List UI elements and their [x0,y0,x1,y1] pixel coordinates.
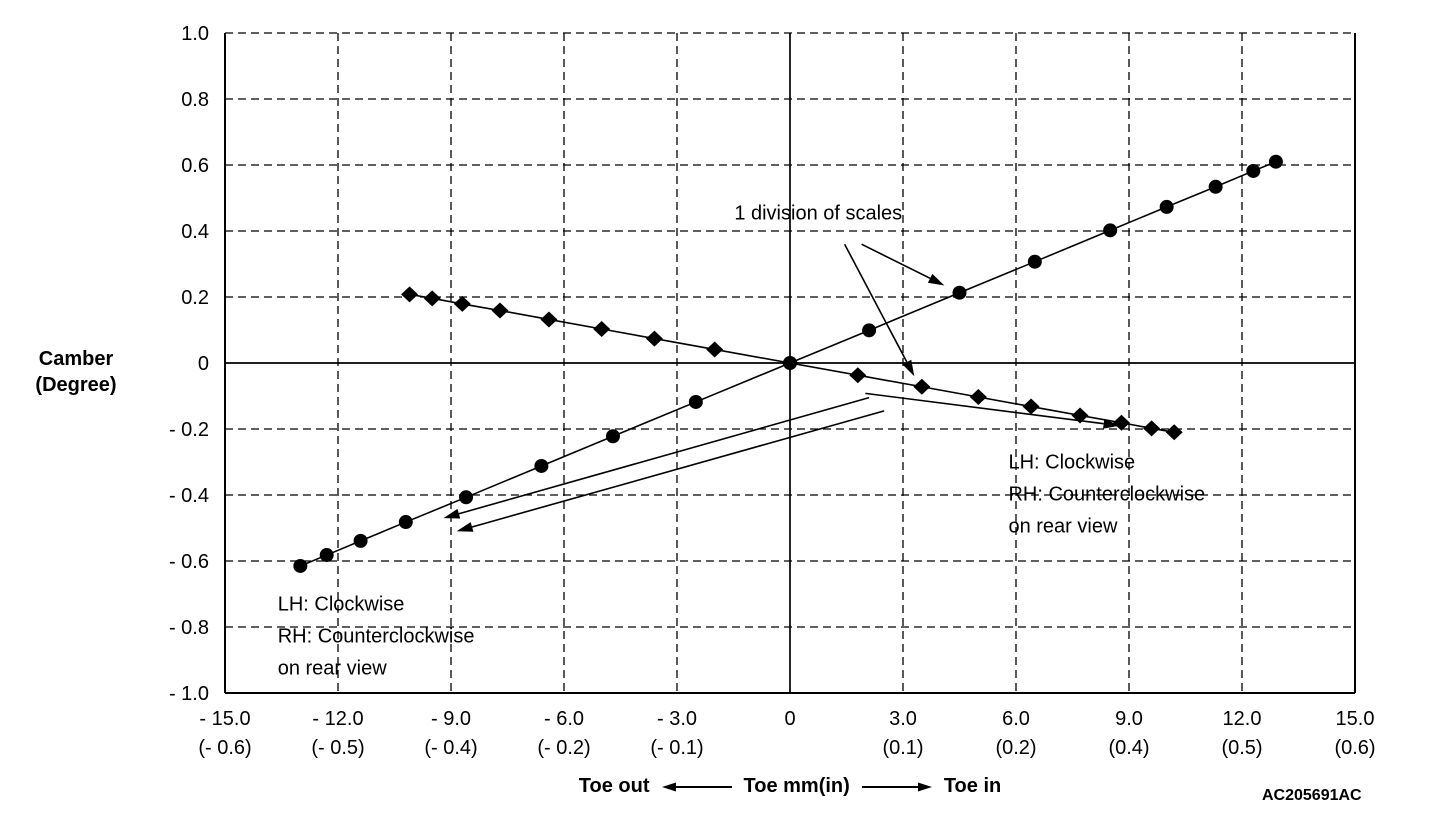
x-tick-label-mm: 12.0 [1223,708,1262,730]
y-tick-label: 0.4 [181,221,209,243]
data-point-diamond [401,286,419,303]
x-tick-label-inch: (- 0.5) [311,737,364,759]
y-tick-label: 0 [198,353,209,375]
x-tick-label-mm: - 6.0 [544,708,584,730]
data-point-circle [688,394,703,409]
x-tick-label-inch: (- 0.2) [537,737,590,759]
adjust-direction-arrow-head [456,522,474,532]
adjust-note-right-line: LH: Clockwise [1008,452,1135,474]
y-tick-label: - 0.2 [169,419,209,441]
data-point-diamond [1112,414,1130,431]
adjust-direction-arrow [471,410,885,528]
adjust-note-right-line: RH: Counterclockwise [1008,484,1205,506]
toe-out-arrow-icon [661,781,732,793]
y-axis-title-line1: Camber [38,348,114,370]
data-point-circle [534,458,549,473]
x-axis-title: Toe out Toe mm(in) Toe in [225,775,1355,798]
data-point-diamond [1165,424,1183,441]
data-point-diamond [1022,398,1040,415]
data-point-diamond [453,295,471,312]
data-point-diamond [849,367,867,384]
data-point-circle [353,533,368,548]
adjust-note-left-line: RH: Counterclockwise [278,626,475,648]
x-tick-label-mm: - 9.0 [431,708,471,730]
x-tick-label-inch: (0.2) [995,737,1036,759]
y-axis-title-line2: (Degree) [35,374,117,396]
x-tick-label-mm: - 12.0 [312,708,363,730]
adjust-direction-arrow-head [1103,418,1120,429]
y-tick-label: 0.6 [181,155,209,177]
adjust-direction-arrow-head [443,508,461,519]
data-point-circle [862,323,877,338]
data-point-diamond [593,321,611,338]
scale-note-arrow [843,243,908,363]
x-tick-label-mm: - 3.0 [657,708,697,730]
x-tick-label-mm: - 15.0 [199,708,250,730]
y-axis-title: Camber (Degree) [18,346,134,398]
y-tick-label: 0.8 [181,89,209,111]
adjust-note-left-line: LH: Clockwise [278,594,405,616]
x-tick-label-mm: 3.0 [889,708,917,730]
x-tick-label-inch: (0.5) [1221,737,1262,759]
data-point-circle [398,515,413,530]
x-tick-label-inch: (- 0.1) [650,737,703,759]
adjust-direction-arrow [865,392,1104,425]
x-tick-label-mm: 9.0 [1115,708,1143,730]
toe-in-label: Toe in [943,775,1002,797]
y-tick-label: 0.2 [181,287,209,309]
x-tick-label-inch: (0.6) [1334,737,1375,759]
data-point-circle [1246,163,1261,178]
x-tick-label-inch: (- 0.4) [424,737,477,759]
toe-in-arrow-icon [861,781,932,793]
data-point-circle [1208,179,1223,194]
x-tick-label-inch: (0.4) [1108,737,1149,759]
data-point-circle [1159,199,1174,214]
data-point-diamond [491,302,509,319]
data-point-diamond [969,388,987,405]
y-tick-label: 1.0 [181,23,209,45]
data-point-circle [319,548,334,563]
data-point-diamond [540,311,558,328]
data-point-diamond [423,290,441,307]
scale-note-text: 1 division of scales [734,202,902,224]
toe-out-label: Toe out [578,775,650,797]
toe-axis-label: Toe mm(in) [743,775,850,797]
x-tick-label-inch: (- 0.6) [198,737,251,759]
data-point-circle [459,490,474,505]
adjust-note-right-line: on rear view [1008,516,1117,538]
x-tick-label-inch: (0.1) [882,737,923,759]
x-tick-label-mm: 0 [784,708,795,730]
data-point-circle [1103,223,1118,238]
scale-note-arrow [861,243,931,280]
figure-code: AC205691AC [1262,787,1362,804]
data-point-diamond [781,355,799,371]
data-point-circle [1027,254,1042,269]
data-point-circle [605,429,620,444]
scale-note-arrow-head [927,273,945,286]
y-tick-label: - 0.6 [169,551,209,573]
data-point-diamond [1143,420,1161,437]
scale-note-arrow-head [902,359,915,377]
y-tick-label: - 1.0 [169,683,209,705]
data-point-diamond [645,330,663,347]
x-tick-label-mm: 15.0 [1336,708,1375,730]
adjust-direction-arrow [458,396,870,515]
data-point-circle [1268,154,1283,169]
data-point-circle [293,558,308,573]
data-point-diamond [706,341,724,358]
x-tick-label-mm: 6.0 [1002,708,1030,730]
data-point-circle [952,285,967,300]
y-tick-label: - 0.8 [169,617,209,639]
y-tick-label: - 0.4 [169,485,209,507]
data-point-diamond [913,378,931,395]
adjust-note-left-line: on rear view [278,658,387,680]
